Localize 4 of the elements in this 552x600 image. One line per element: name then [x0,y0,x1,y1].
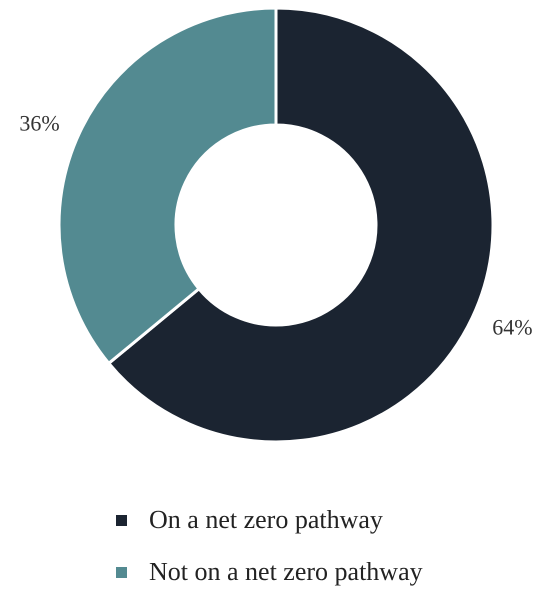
data-label: 36% [19,110,60,136]
data-label: 64% [492,314,533,340]
legend-label: Not on a net zero pathway [149,557,423,587]
legend-label: On a net zero pathway [149,505,383,535]
